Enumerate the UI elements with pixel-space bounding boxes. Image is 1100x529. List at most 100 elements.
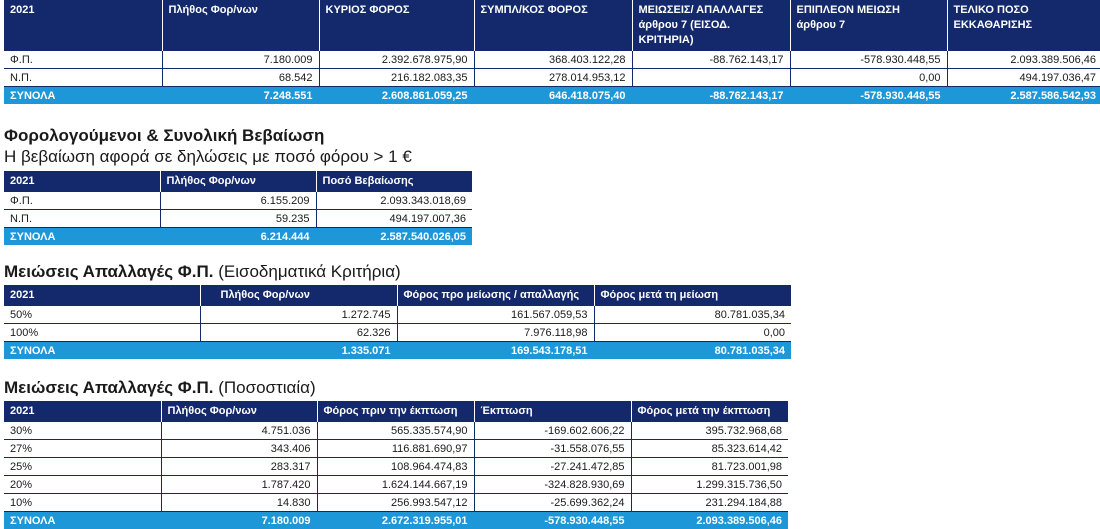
cell: 368.403.122,28 [474, 51, 632, 69]
cell: ΣΥΝΟΛΑ [4, 512, 161, 529]
table-row: 100% 62.326 7.976.118,98 0,00 [4, 324, 791, 342]
cell: ΣΥΝΟΛΑ [4, 87, 162, 105]
cell: 20% [4, 476, 161, 494]
cell: 7.180.009 [162, 51, 319, 69]
cell: 7.180.009 [161, 512, 317, 529]
cell: 2.608.861.059,25 [319, 87, 474, 105]
cell: 395.732.968,68 [631, 422, 788, 440]
cell: 1.299.315.736,50 [631, 476, 788, 494]
cell: 278.014.953,12 [474, 69, 632, 87]
cell: 30% [4, 422, 161, 440]
table-header: 2021 Πλήθος Φορ/νων Φόρος πριν την έκπτω… [4, 401, 788, 422]
cell: 14.830 [161, 494, 317, 512]
main-tax-table: 2021 Πλήθος Φορ/νων ΚΥΡΙΟΣ ΦΟΡΟΣ ΣΥΜΠΛ/Κ… [4, 0, 1100, 104]
table-row: Ν.Π. 68.542 216.182.083,35 278.014.953,1… [4, 69, 1100, 87]
table-row: 20% 1.787.420 1.624.144.667,19 -324.828.… [4, 476, 788, 494]
cell: 494.197.036,47 [947, 69, 1100, 87]
cell: 108.964.474,83 [317, 458, 474, 476]
cell: 1.272.745 [200, 306, 397, 324]
cell: 81.723.001,98 [631, 458, 788, 476]
main-table-header: 2021 Πλήθος Φορ/νων ΚΥΡΙΟΣ ΦΟΡΟΣ ΣΥΜΠΛ/Κ… [4, 0, 1100, 51]
header-count: Πλήθος Φορ/νων [160, 171, 316, 192]
cell: 62.326 [200, 324, 397, 342]
header-year: 2021 [4, 401, 161, 422]
cell: 7.976.118,98 [397, 324, 594, 342]
table-row: 25% 283.317 108.964.474,83 -27.241.472,8… [4, 458, 788, 476]
total-row: ΣΥΝΟΛΑ 7.248.551 2.608.861.059,25 646.41… [4, 87, 1100, 105]
cell: 343.406 [161, 440, 317, 458]
cell: 1.335.071 [200, 342, 397, 360]
cell: Φ.Π. [4, 51, 162, 69]
cell: -578.930.448,55 [790, 51, 947, 69]
header-year: 2021 [4, 285, 200, 306]
cell: 0,00 [790, 69, 947, 87]
cell: 2.392.678.975,90 [319, 51, 474, 69]
cell: 2.587.540.026,05 [316, 228, 472, 246]
table-row: 27% 343.406 116.881.690,97 -31.558.076,5… [4, 440, 788, 458]
cell: ΣΥΝΟΛΑ [4, 228, 160, 246]
header-count: Πλήθος Φορ/νων [161, 401, 317, 422]
table-header: 2021 Πλήθος Φορ/νων Ποσό Βεβαίωσης [4, 171, 472, 192]
cell: 231.294.184,88 [631, 494, 788, 512]
cell: 68.542 [162, 69, 319, 87]
cell: 2.093.389.506,46 [631, 512, 788, 529]
cell: ΣΥΝΟΛΑ [4, 342, 200, 360]
cell: -578.930.448,55 [790, 87, 947, 105]
cell: 80.781.035,34 [594, 306, 791, 324]
certificate-table: 2021 Πλήθος Φορ/νων Ποσό Βεβαίωσης Φ.Π. … [4, 171, 472, 245]
cell: 100% [4, 324, 200, 342]
header-tax-before: Φόρος προ μείωσης / απαλλαγής [397, 285, 594, 306]
section-title-income-criteria: Μειώσεις Απαλλαγές Φ.Π. (Εισοδηματικά Κρ… [4, 262, 401, 282]
cell: 2.672.319.955,01 [317, 512, 474, 529]
total-row: ΣΥΝΟΛΑ 7.180.009 2.672.319.955,01 -578.9… [4, 512, 788, 529]
header-discount: Έκπτωση [474, 401, 631, 422]
header-supplementary-tax: ΣΥΜΠΛ/ΚΟΣ ΦΟΡΟΣ [474, 0, 632, 51]
table-row: 50% 1.272.745 161.567.059,53 80.781.035,… [4, 306, 791, 324]
table-row: 10% 14.830 256.993.547,12 -25.699.362,24… [4, 494, 788, 512]
income-criteria-table: 2021 Πλήθος Φορ/νων Φόρος προ μείωσης / … [4, 285, 791, 359]
cell: 116.881.690,97 [317, 440, 474, 458]
cell: 80.781.035,34 [594, 342, 791, 360]
cell: 2.093.389.506,46 [947, 51, 1100, 69]
total-row: ΣΥΝΟΛΑ 6.214.444 2.587.540.026,05 [4, 228, 472, 246]
cell: 7.248.551 [162, 87, 319, 105]
header-year: 2021 [4, 171, 160, 192]
section-title-percentage: Μειώσεις Απαλλαγές Φ.Π. (Ποσοστιαία) [4, 378, 316, 398]
cell: -169.602.606,22 [474, 422, 631, 440]
table-row: Ν.Π. 59.235 494.197.007,36 [4, 210, 472, 228]
cell: 85.323.614,42 [631, 440, 788, 458]
cell: 6.214.444 [160, 228, 316, 246]
cell: Φ.Π. [4, 192, 160, 210]
cell: 4.751.036 [161, 422, 317, 440]
cell: 169.543.178,51 [397, 342, 594, 360]
cell [632, 69, 790, 87]
cell: 1.624.144.667,19 [317, 476, 474, 494]
cell: 565.335.574,90 [317, 422, 474, 440]
cell: 27% [4, 440, 161, 458]
cell: -88.762.143,17 [632, 51, 790, 69]
cell: 161.567.059,53 [397, 306, 594, 324]
cell: 2.093.343.018,69 [316, 192, 472, 210]
cell: 216.182.083,35 [319, 69, 474, 87]
header-year: 2021 [4, 0, 162, 51]
cell: 6.155.209 [160, 192, 316, 210]
cell: -25.699.362,24 [474, 494, 631, 512]
header-count: Πλήθος Φορ/νων [162, 0, 319, 51]
cell: 283.317 [161, 458, 317, 476]
cell: 25% [4, 458, 161, 476]
header-tax-before-discount: Φόρος πριν την έκπτωση [317, 401, 474, 422]
cell: Ν.Π. [4, 69, 162, 87]
cell: 2.587.586.542,93 [947, 87, 1100, 105]
cell: 59.235 [160, 210, 316, 228]
header-extra-reduction: ΕΠΙΠΛΕΟΝ ΜΕΙΩΣΗ άρθρου 7 [790, 0, 947, 51]
header-reductions: ΜΕΙΩΣΕΙΣ/ ΑΠΑΛΛΑΓΕΣ άρθρου 7 (ΕΙΣΟΔ. ΚΡΙ… [632, 0, 790, 51]
table-row: Φ.Π. 6.155.209 2.093.343.018,69 [4, 192, 472, 210]
percentage-table: 2021 Πλήθος Φορ/νων Φόρος πριν την έκπτω… [4, 401, 788, 529]
cell: -27.241.472,85 [474, 458, 631, 476]
total-row: ΣΥΝΟΛΑ 1.335.071 169.543.178,51 80.781.0… [4, 342, 791, 360]
header-tax-after: Φόρος μετά τη μείωση [594, 285, 791, 306]
table-header: 2021 Πλήθος Φορ/νων Φόρος προ μείωσης / … [4, 285, 791, 306]
cell: 0,00 [594, 324, 791, 342]
header-tax-after-discount: Φόρος μετά την έκπτωση [631, 401, 788, 422]
cell: 646.418.075,40 [474, 87, 632, 105]
